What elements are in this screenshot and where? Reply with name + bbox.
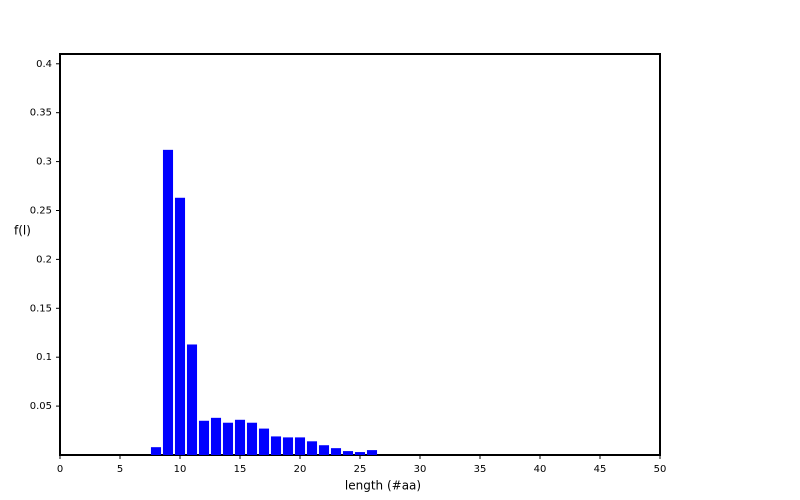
bar (162, 149, 174, 455)
bar (330, 448, 342, 455)
bar (270, 436, 282, 455)
x-tick-label: 40 (534, 464, 547, 475)
bar (174, 197, 186, 455)
x-tick-label: 35 (474, 464, 487, 475)
bar (186, 344, 198, 455)
y-tick-label: 0.2 (36, 254, 52, 265)
bar (150, 447, 162, 455)
y-tick-label: 0.3 (36, 157, 52, 168)
bar (246, 422, 258, 455)
y-tick-label: 0.35 (30, 108, 52, 119)
x-tick-label: 50 (654, 464, 667, 475)
bar (222, 422, 234, 455)
bar (318, 445, 330, 455)
y-tick-label: 0.1 (36, 352, 52, 363)
x-tick-label: 30 (414, 464, 427, 475)
bar (354, 452, 366, 455)
x-tick-label: 15 (234, 464, 247, 475)
y-tick-label: 0.25 (30, 205, 52, 216)
bar (306, 441, 318, 455)
x-tick-label: 25 (354, 464, 367, 475)
bar (234, 419, 246, 455)
x-tick-label: 45 (594, 464, 607, 475)
bar (342, 451, 354, 455)
y-tick-label: 0.15 (30, 303, 52, 314)
y-tick-label: 0.4 (36, 59, 52, 70)
x-tick-label: 10 (174, 464, 187, 475)
bar (294, 437, 306, 455)
bar (210, 417, 222, 455)
x-axis-label: length (#aa) (345, 479, 421, 493)
bar (198, 420, 210, 455)
y-axis-label: f(l) (14, 224, 31, 238)
x-tick-label: 5 (117, 464, 123, 475)
x-tick-label: 0 (57, 464, 63, 475)
y-tick-label: 0.05 (30, 401, 52, 412)
bar (258, 428, 270, 455)
bar (282, 437, 294, 455)
bar (366, 450, 378, 455)
x-tick-label: 20 (294, 464, 307, 475)
plot-frame (59, 53, 661, 456)
